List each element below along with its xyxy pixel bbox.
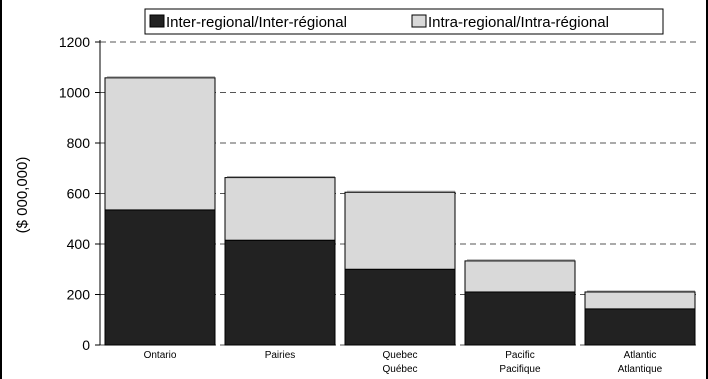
x-tick-label: Ontario [144,350,177,361]
y-tick-label: 1000 [59,85,90,101]
legend: Inter-regional/Inter-régional Intra-regi… [144,8,664,35]
bars [104,76,696,346]
y-axis-ticks: 0 200 400 600 800 1000 1200 [59,34,90,353]
legend-label-intra-regional: Intra-regional/Intra-régional [428,14,609,31]
bar-segment-intra [584,291,696,310]
bar-segment-intra [104,77,216,211]
legend-box [144,8,664,35]
legend-label-inter-regional: Inter-regional/Inter-régional [166,14,347,31]
bar-segment-inter [224,239,336,346]
x-tick-label: Pairies [265,350,296,361]
x-tick-label: Atlantic [624,350,657,361]
y-tick-label: 1200 [59,34,90,50]
bar-segment-intra [344,191,456,270]
x-tick-label: Pacifique [499,364,541,375]
x-axis-labels: Ontario Pairies Quebec Québec Pacific Pacifiq… [144,350,663,375]
y-tick-label: 0 [82,337,90,353]
x-tick-label: Québec [382,364,417,375]
y-tick-label: 200 [67,287,91,303]
x-tick-label: Atlantique [618,364,663,375]
bar-segment-inter [104,209,216,346]
y-tick-label: 400 [67,236,91,252]
x-tick-label: Pacific [505,350,534,361]
legend-swatch-intra-regional [411,14,427,28]
y-tick-label: 600 [67,186,91,202]
y-tick-label: 800 [67,135,91,151]
bar-segment-intra [464,260,576,293]
y-axis-label: ($ 000,000) [14,157,31,234]
bar-segment-inter [464,291,576,346]
bar-segment-intra [224,177,336,241]
legend-swatch-inter-regional [149,14,165,28]
x-tick-label: Quebec [382,350,417,361]
bar-segment-inter [584,308,696,346]
bar-segment-inter [344,268,456,346]
